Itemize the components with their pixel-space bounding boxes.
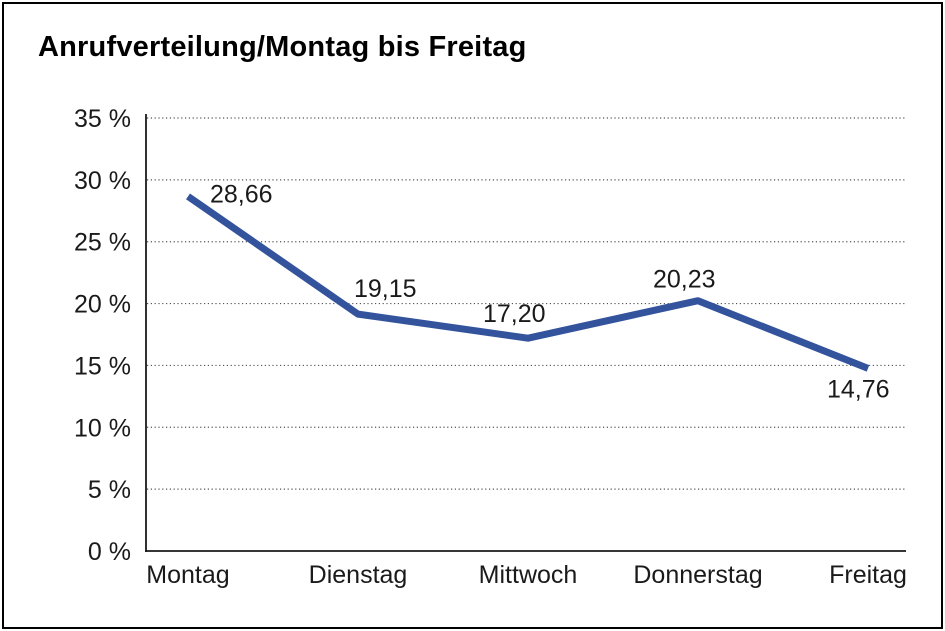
data-point-label: 17,20 [483,300,546,328]
data-point-label: 28,66 [210,180,273,208]
y-tick-label: 35 % [74,105,131,133]
series-line [186,193,870,372]
data-point-label: 20,23 [653,266,716,294]
chart-title: Anrufverteilung/Montag bis Freitag [38,31,527,63]
y-tick-label: 20 % [74,291,131,319]
x-tick-label: Mittwoch [479,561,578,589]
y-tick-label: 5 % [88,476,131,504]
data-point-label: 14,76 [827,375,890,403]
data-point-label: 19,15 [354,275,417,303]
y-tick-label: 30 % [74,167,131,195]
x-tick-label: Freitag [829,561,907,589]
x-tick-label: Montag [146,561,229,589]
x-tick-label: Dienstag [309,561,408,589]
y-tick-label: 0 % [88,538,131,566]
y-tick-label: 15 % [74,352,131,380]
y-tick-label: 25 % [74,229,131,257]
x-tick-label: Donnerstag [633,561,762,589]
y-tick-label: 10 % [74,414,131,442]
